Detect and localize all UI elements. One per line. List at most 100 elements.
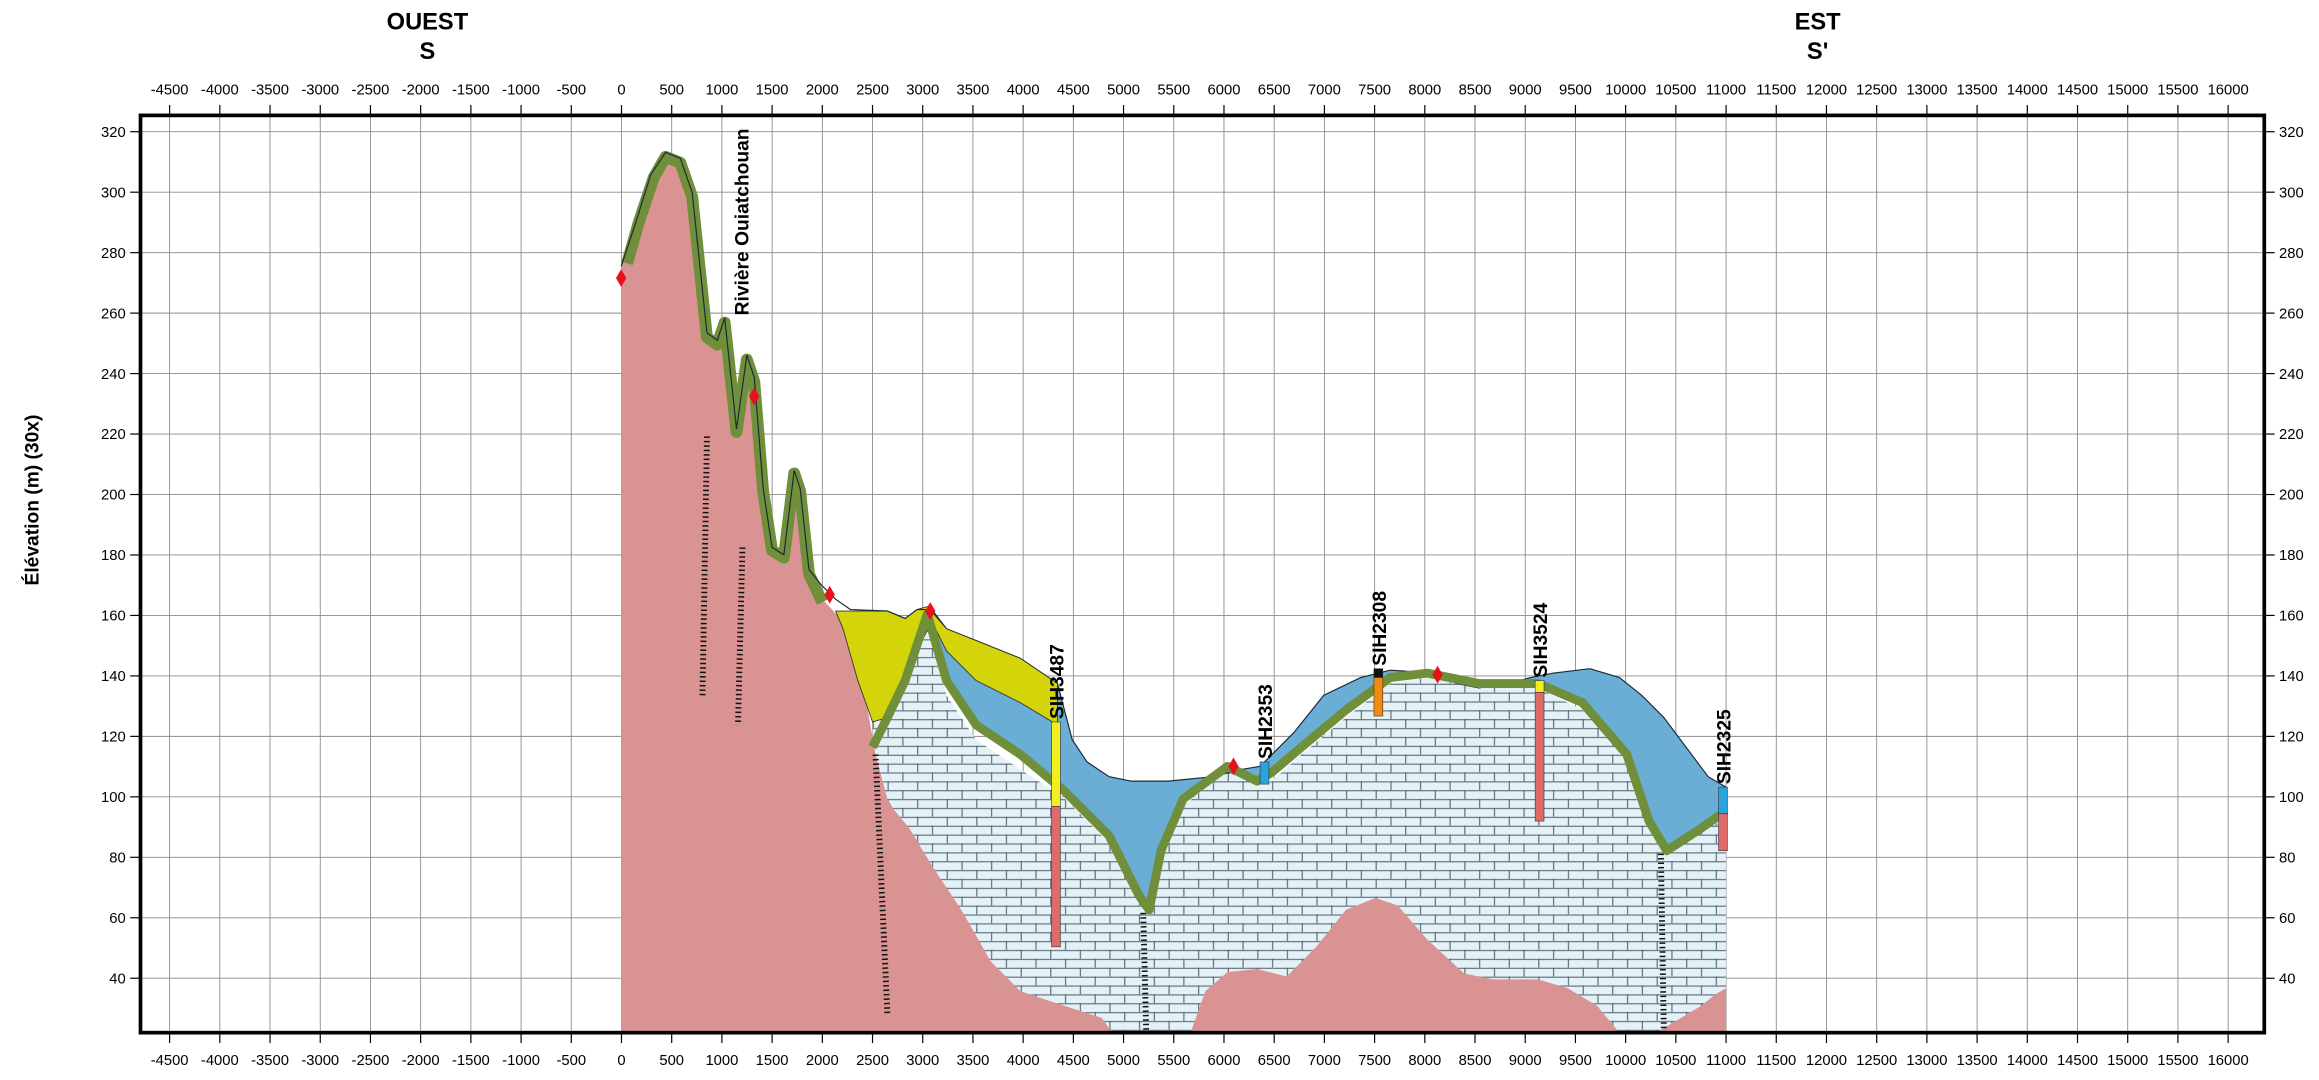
x-tick-label: 4000: [1007, 1053, 1040, 1069]
x-tick-label: 3500: [956, 83, 989, 99]
x-tick-label: 11500: [1756, 83, 1796, 99]
x-tick-label: 4500: [1057, 1053, 1090, 1069]
x-tick-label: 5500: [1157, 83, 1190, 99]
x-tick-label: 11500: [1756, 1053, 1796, 1069]
x-tick-label: 9500: [1559, 83, 1592, 99]
x-tick-label: 12500: [1856, 1053, 1897, 1069]
borehole-segment: [1535, 681, 1544, 693]
x-tick-label: 6000: [1208, 83, 1241, 99]
borehole-segment: [1052, 722, 1061, 806]
x-tick-label: -2500: [352, 83, 390, 99]
y-tick-label: 60: [2279, 911, 2295, 927]
x-tick-label: 1500: [756, 83, 789, 99]
x-tick-label: -4000: [201, 83, 239, 99]
x-tick-label: -2500: [352, 1053, 390, 1069]
page: -4500-4500-4000-4000-3500-3500-3000-3000…: [0, 0, 2319, 1080]
x-tick-label: 500: [659, 83, 684, 99]
x-tick-label: 9000: [1509, 1053, 1542, 1069]
y-tick-label: 140: [101, 669, 126, 685]
x-tick-label: 5000: [1107, 1053, 1140, 1069]
x-tick-label: -3000: [301, 1053, 339, 1069]
y-tick-label: 300: [101, 185, 126, 201]
x-tick-label: 7500: [1358, 83, 1391, 99]
x-tick-label: 13000: [1906, 1053, 1947, 1069]
x-tick-label: 4000: [1007, 83, 1040, 99]
x-tick-label: 16000: [2208, 83, 2249, 99]
x-tick-label: 12000: [1806, 1053, 1847, 1069]
y-tick-label: 260: [2279, 306, 2304, 322]
y-tick-label: 240: [2279, 367, 2304, 383]
x-tick-label: 7000: [1308, 83, 1341, 99]
geology: [616, 152, 1727, 1032]
end-direction: EST: [1795, 10, 1842, 36]
x-tick-label: 4500: [1057, 83, 1090, 99]
x-tick-label: 10000: [1605, 83, 1646, 99]
x-tick-label: -500: [556, 1053, 586, 1069]
x-tick-label: 5500: [1157, 1053, 1190, 1069]
y-tick-label: 100: [2279, 790, 2304, 806]
x-tick-label: 0: [617, 83, 625, 99]
x-tick-label: 2000: [806, 83, 839, 99]
x-tick-label: 14000: [2007, 83, 2048, 99]
end-direction: OUEST: [387, 10, 469, 36]
x-tick-label: -1500: [452, 83, 490, 99]
borehole-label: SIH3487: [1047, 644, 1068, 719]
y-tick-label: 60: [109, 911, 125, 927]
y-tick-label: 160: [101, 609, 126, 625]
x-tick-label: -500: [556, 83, 586, 99]
x-tick-label: 7000: [1308, 1053, 1341, 1069]
borehole-label: SIH3524: [1531, 602, 1552, 677]
x-tick-label: 8500: [1459, 1053, 1492, 1069]
x-tick-label: -3500: [251, 83, 289, 99]
x-tick-label: 3000: [906, 83, 939, 99]
y-tick-label: 260: [101, 306, 126, 322]
borehole-segment: [1719, 814, 1728, 851]
x-tick-label: 11000: [1706, 83, 1746, 99]
x-tick-label: 10500: [1655, 1053, 1696, 1069]
x-tick-label: 1000: [705, 83, 738, 99]
x-tick-label: 9000: [1509, 83, 1542, 99]
x-tick-label: 1500: [756, 1053, 789, 1069]
x-tick-label: 0: [617, 1053, 625, 1069]
y-tick-label: 220: [2279, 427, 2304, 443]
x-tick-label: 14000: [2007, 1053, 2048, 1069]
x-tick-label: 6500: [1258, 83, 1291, 99]
y-tick-label: 80: [2279, 850, 2295, 866]
borehole-segment: [1719, 787, 1728, 814]
x-tick-label: -2000: [402, 1053, 440, 1069]
x-tick-label: 14500: [2057, 1053, 2098, 1069]
y-tick-label: 120: [101, 730, 126, 746]
marker: [825, 586, 835, 604]
x-tick-label: 3500: [956, 1053, 989, 1069]
x-tick-label: 10500: [1655, 83, 1696, 99]
x-tick-label: -3000: [301, 83, 339, 99]
x-tick-label: -4500: [151, 1053, 189, 1069]
x-tick-label: -4500: [151, 83, 189, 99]
x-tick-label: 7500: [1358, 1053, 1391, 1069]
x-tick-label: 15500: [2157, 83, 2198, 99]
y-tick-label: 320: [101, 125, 126, 141]
x-tick-label: 2500: [856, 83, 889, 99]
cross-section: -4500-4500-4000-4000-3500-3500-3000-3000…: [0, 0, 2319, 1080]
x-tick-label: 15000: [2107, 1053, 2148, 1069]
y-tick-label: 200: [2279, 488, 2304, 504]
y-axis-label: Élévation (m) (30x): [21, 415, 43, 586]
x-tick-label: 12500: [1856, 83, 1897, 99]
x-tick-label: 14500: [2057, 83, 2098, 99]
river-label: Rivière Ouiatchouan: [732, 128, 753, 315]
x-tick-label: -1000: [502, 1053, 540, 1069]
y-tick-label: 100: [101, 790, 126, 806]
x-tick-label: 12000: [1806, 83, 1847, 99]
x-tick-label: 13000: [1906, 83, 1947, 99]
y-tick-label: 200: [101, 488, 126, 504]
y-tick-label: 140: [2279, 669, 2304, 685]
x-tick-label: 15500: [2157, 1053, 2198, 1069]
y-tick-label: 220: [101, 427, 126, 443]
y-tick-label: 280: [2279, 246, 2304, 262]
borehole-segment: [1260, 762, 1269, 784]
end-point: S: [420, 39, 436, 65]
x-tick-label: 8000: [1408, 83, 1441, 99]
x-tick-label: 6500: [1258, 1053, 1291, 1069]
y-tick-label: 40: [2279, 971, 2295, 987]
x-tick-label: 1000: [705, 1053, 738, 1069]
